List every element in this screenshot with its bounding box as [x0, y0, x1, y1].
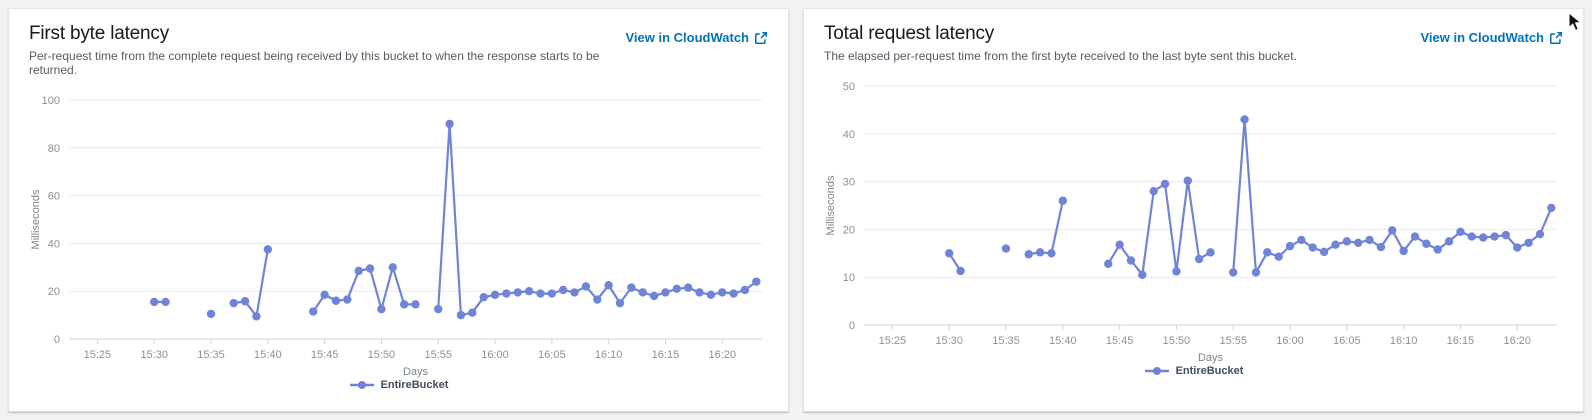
- svg-text:15:40: 15:40: [254, 349, 282, 361]
- svg-text:15:45: 15:45: [1106, 335, 1134, 347]
- svg-text:15:55: 15:55: [1219, 335, 1247, 347]
- svg-text:16:15: 16:15: [1447, 335, 1475, 347]
- svg-text:15:45: 15:45: [311, 349, 339, 361]
- svg-text:40: 40: [843, 129, 855, 141]
- svg-text:30: 30: [843, 177, 855, 189]
- legend-line-dot-marker-icon: [1144, 367, 1169, 375]
- svg-text:100: 100: [42, 95, 60, 107]
- chart-description: Per-request time from the complete reque…: [29, 49, 600, 77]
- svg-text:15:50: 15:50: [368, 349, 396, 361]
- chart-title: First byte latency: [29, 23, 170, 44]
- svg-text:Days: Days: [403, 366, 429, 378]
- svg-text:15:55: 15:55: [424, 349, 452, 361]
- svg-text:60: 60: [48, 191, 60, 203]
- first-byte-latency-card: First byte latency Per-request time from…: [8, 8, 789, 412]
- svg-text:15:50: 15:50: [1163, 335, 1191, 347]
- chart-area: 0 10 20 30 40 50 15:25 15:30 15:35 15:40 15:45 15:5…: [824, 65, 1563, 365]
- svg-text:15:40: 15:40: [1049, 335, 1077, 347]
- view-in-cloudwatch-link[interactable]: View in CloudWatch: [1420, 30, 1563, 45]
- chart-area: 0 20 40 60 80 100 15:25 15:30 15:35 15:40 15:45 15:…: [29, 79, 768, 379]
- svg-text:16:10: 16:10: [1390, 335, 1418, 347]
- svg-text:16:00: 16:00: [1276, 335, 1304, 347]
- card-header: Total request latency The elapsed per-re…: [824, 21, 1563, 63]
- svg-text:Milliseconds: Milliseconds: [30, 189, 42, 249]
- svg-text:16:20: 16:20: [1503, 335, 1531, 347]
- svg-text:15:35: 15:35: [992, 335, 1020, 347]
- chart-legend[interactable]: EntireBucket: [824, 365, 1563, 377]
- svg-text:10: 10: [843, 272, 855, 284]
- svg-text:15:35: 15:35: [197, 349, 225, 361]
- svg-text:20: 20: [48, 286, 60, 298]
- svg-text:15:25: 15:25: [84, 349, 112, 361]
- card-headings: Total request latency The elapsed per-re…: [824, 21, 1297, 63]
- svg-text:16:00: 16:00: [481, 349, 509, 361]
- svg-text:15:30: 15:30: [935, 335, 963, 347]
- svg-text:16:15: 16:15: [652, 349, 680, 361]
- legend-label: EntireBucket: [1175, 365, 1244, 377]
- svg-text:16:10: 16:10: [595, 349, 623, 361]
- svg-text:Days: Days: [1198, 352, 1224, 364]
- card-header: First byte latency Per-request time from…: [29, 21, 768, 77]
- chart-description: The elapsed per-request time from the fi…: [824, 49, 1297, 63]
- chart-title: Total request latency: [824, 23, 995, 44]
- svg-text:20: 20: [843, 224, 855, 236]
- svg-text:0: 0: [849, 320, 855, 332]
- svg-text:16:05: 16:05: [538, 349, 566, 361]
- svg-text:80: 80: [48, 143, 60, 155]
- external-link-icon: [754, 31, 768, 44]
- total-request-latency-card: Total request latency The elapsed per-re…: [803, 8, 1584, 412]
- legend-line-dot-marker-icon: [349, 381, 374, 389]
- external-link-icon: [1549, 31, 1563, 44]
- svg-text:50: 50: [843, 81, 855, 93]
- svg-text:15:30: 15:30: [140, 349, 168, 361]
- view-in-cloudwatch-label: View in CloudWatch: [1420, 30, 1544, 45]
- mouse-cursor: [1568, 12, 1582, 32]
- svg-text:16:05: 16:05: [1333, 335, 1361, 347]
- first-byte-latency-chart[interactable]: 0 20 40 60 80 100 15:25 15:30 15:35 15:40 15:45 15:…: [29, 79, 768, 379]
- svg-text:Milliseconds: Milliseconds: [825, 175, 837, 235]
- svg-text:15:25: 15:25: [879, 335, 907, 347]
- legend-label: EntireBucket: [380, 379, 449, 391]
- svg-text:0: 0: [54, 334, 60, 346]
- view-in-cloudwatch-link[interactable]: View in CloudWatch: [625, 30, 768, 45]
- card-headings: First byte latency Per-request time from…: [29, 21, 625, 77]
- chart-legend[interactable]: EntireBucket: [29, 379, 768, 391]
- svg-text:40: 40: [48, 238, 60, 250]
- svg-text:16:20: 16:20: [708, 349, 736, 361]
- total-request-latency-chart[interactable]: 0 10 20 30 40 50 15:25 15:30 15:35 15:40 15:45 15:5…: [824, 65, 1563, 365]
- view-in-cloudwatch-label: View in CloudWatch: [625, 30, 749, 45]
